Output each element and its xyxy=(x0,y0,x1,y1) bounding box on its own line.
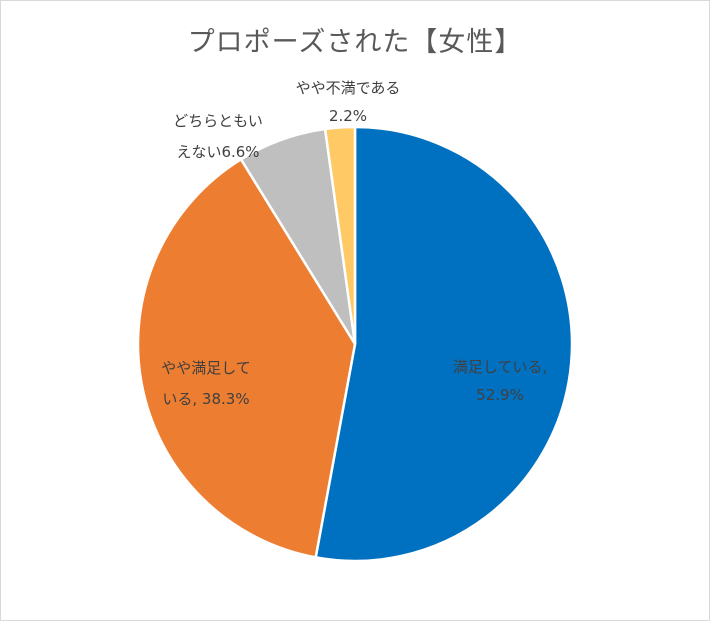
slice-label-4-line1: やや不満である xyxy=(296,79,401,97)
slice-label-1-line2: 52.9% xyxy=(476,386,524,404)
chart-title: プロポーズされた【女性】 xyxy=(187,27,523,58)
pie-slice-1 xyxy=(314,125,574,563)
slice-label-1-line1: 満足している, xyxy=(453,358,547,376)
slice-label-3-line1: どちらともい xyxy=(173,112,263,130)
slice-label-2-line1: やや満足して xyxy=(161,359,251,377)
slice-label-3-line2: えない6.6% xyxy=(176,143,259,161)
slice-label-2-line2: いる, 38.3% xyxy=(162,390,249,408)
pie-slice-2 xyxy=(136,158,357,559)
slice-label-4-line2: 2.2% xyxy=(329,107,367,125)
pie-slice-4 xyxy=(323,125,357,346)
